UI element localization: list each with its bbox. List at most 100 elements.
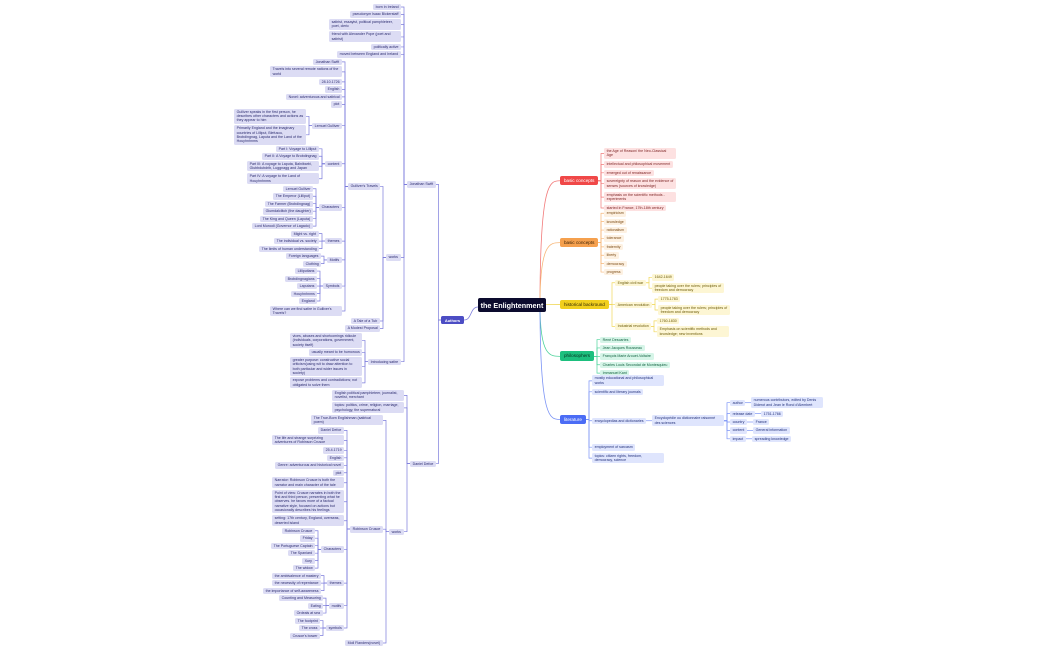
node-tolerance[interactable]: tolerance [604,235,624,242]
node-country[interactable]: country [730,419,747,426]
node-laputans[interactable]: Laputans [297,283,317,290]
node-gulliver-s-travels[interactable]: Gulliver's Travels [348,183,381,190]
node-topics-politics-crime-religion-marriage-psychology-the-supernatural[interactable]: topics: politics, crime, religion, marri… [332,402,404,413]
node-intellectual-and-philosophical-movement[interactable]: intellectual and philosophical movement [604,161,673,168]
node-1751-1766[interactable]: 1751-1766 [761,410,784,417]
node-ordeals-at-sea[interactable]: Ordeals at sea [294,610,323,617]
node-the-king-and-queen-laputa[interactable]: The King and Queen (Laputa) [260,215,313,222]
node-plot[interactable]: plot [331,101,342,108]
node-english[interactable]: English [325,86,342,93]
node-themes[interactable]: themes [327,580,344,587]
node-impact[interactable]: impact [730,435,746,443]
node-narrator-robinson-crusoe-is-both-the-narrator-and-main-character-of-the-tale[interactable]: Narrator: Robinson Crusoe is both the na… [272,477,344,488]
node-the-portuguese-captain[interactable]: The Portuguese Captain [271,542,316,549]
node-themes[interactable]: themes [325,238,342,245]
node-counting-and-measuring[interactable]: Counting and Measuring [279,595,324,602]
node-progress[interactable]: progress [604,269,624,276]
node-part-iv-a-voyage-to-the-land-of-houyhnhnms[interactable]: Part IV: A voyage to the Land of Houyhnh… [247,173,319,184]
node-english-civil-war[interactable]: English civil war [615,279,646,287]
node-spreading-knowledge[interactable]: spreading knowledge [752,435,792,443]
central-topic[interactable]: the Enlightenment [478,298,546,312]
node-the-necessity-of-repentance[interactable]: the necessity of repentance [272,580,322,587]
node-lemuel-gulliver[interactable]: Lemuel Gulliver [283,185,314,193]
node-ren-descartes[interactable]: René Descartes [600,336,631,343]
node-knowledge[interactable]: knowledge [604,218,627,225]
node-plot[interactable]: plot [333,469,344,477]
node-25-4-1719[interactable]: 25.4.1719 [323,447,345,454]
node-the-emperor-lilliput[interactable]: The Emperor (Lilliput) [273,193,313,200]
node-english[interactable]: English [327,454,344,462]
node-vices-abuses-and-shortcomings-ridicule-individuals-corporations-government-society-itself[interactable]: vices, abuses and shortcomings ridicule … [290,332,362,348]
node-jean-jacques-rousseau[interactable]: Jean Jacques Rousseau [600,344,645,352]
node-part-iii-a-voyage-to-laputa-balnibarbi-glubbdubdrib-luggnagg-and-japan[interactable]: Part III: A voyage to Laputa, Balnibarbi… [247,160,319,172]
node-emphasis-on-scientific-methods-and-knowledge-new-inventions[interactable]: Emphasis on scientific methods and knowl… [657,326,729,337]
node-expose-problems-and-contradictions-not-obligated-to-solve-them[interactable]: expose problems and contradictions; not … [290,377,362,389]
node-the-footprint[interactable]: The footprint [295,617,321,624]
node-crusoe-s-bower[interactable]: Crusoe's bower [290,632,321,639]
node-mostly-educational-and-philosophical-works[interactable]: mostly educational and philosophical wor… [592,375,664,387]
node-the-cross[interactable]: The cross [299,625,320,632]
node-people-taking-over-the-rulers-principles-of-freedom-and-democracy[interactable]: people taking over the rulers; principle… [652,282,724,294]
node-28-10-1726[interactable]: 28.10.1726 [319,78,343,86]
node-usually-meant-to-be-humorous[interactable]: usually meant to be humorous [309,349,363,356]
node-part-i-voyage-to-lilliput[interactable]: Part I: Voyage to Lilliput [276,145,319,153]
node-daniel-defoe[interactable]: Daniel Defoe [318,427,344,434]
node-moll-flanders-novel[interactable]: Moll Flanders(novel) [345,640,383,647]
node-jonathan-swift[interactable]: Jonathan Swift [313,58,342,66]
node-general-information[interactable]: General information [753,427,790,434]
node-point-of-view-crusoe-narrates-in-both-the-first-and-third-person-presenting-what-he-observes-he-favors-more-of-a-factual-narrative-style-focused-on-actions-but-occasionally-describes-his-feelings[interactable]: Point of view: Crusoe narrates in both t… [272,489,344,514]
node-brobdingnagians[interactable]: Brobdingnagians [285,275,318,282]
node-democracy[interactable]: democracy [604,260,627,267]
node-characters[interactable]: Characters [319,204,342,211]
branch-historical-backround[interactable]: historical backround [560,299,609,310]
node-the-individual-vs-society[interactable]: The individual vs. society [274,238,320,245]
node-france[interactable]: France [753,419,770,426]
node-emphasis-on-the-scientific-methods-experiments[interactable]: emphasis on the scientific methods - exp… [604,191,676,203]
node-moved-between-england-and-ireland[interactable]: moved between England and Ireland [337,51,401,58]
node-release-date[interactable]: release date [730,410,755,417]
node-works[interactable]: works [389,528,404,535]
node-encyclopedias-and-dictionaries[interactable]: encyclopedias and dictionaries [592,417,647,425]
node-the-farmer-brobdingnag[interactable]: The Farmer (Brobdingnag) [265,200,313,208]
node-primarily-england-and-the-imaginary-countries-of-lilliput-blefuscu-brobdingnag-laputa-and-the-land-of-the-houyhnhnms[interactable]: Primarily England and the imaginary coun… [234,125,306,145]
node-symbols[interactable]: symbols [326,625,345,632]
node-fran-ois-marie-arouet-voltaire[interactable]: François Marie Arouet-Voltaire [600,353,654,360]
node-american-revolution[interactable]: American revolution [615,301,652,308]
node-greater-purpose-constructive-social-criticism-using-wit-to-draw-attention-to-both-particular-and-wider-issues-in-society[interactable]: greater purpose: constructive social cri… [290,356,362,377]
node-emerged-out-of-renaissance[interactable]: emerged out of renaissance [604,169,654,177]
node-english-political-pamphleteer-journalist-novelist-merchant[interactable]: English political pamphleteer, journalis… [332,389,404,401]
node-robinson-crusoe[interactable]: Robinson Crusoe [350,526,383,533]
node-novel-adventurous-and-satirical[interactable]: Novel: adventurous and satirical [286,93,343,101]
node-travels-into-several-remote-nations-of-the-world[interactable]: Travels into several remote nations of t… [270,66,342,78]
node-the-ambivalence-of-mastery[interactable]: the ambivalence of mastery [272,572,322,579]
node-politically-active[interactable]: politically active [371,43,402,51]
node-eating[interactable]: Eating [308,602,324,609]
branch-philosophers[interactable]: philosophers [560,351,595,361]
node-daniel-defoe[interactable]: Daniel Defoe [410,460,436,467]
node-topics-citizen-rights-freedom-democracy-science[interactable]: topics: citizen rights, freedom, democra… [592,452,664,464]
branch-basic-concepts[interactable]: basic concepts [560,237,599,248]
node-immanuel-kant[interactable]: Immanuel Kant [600,370,630,377]
node-a-tale-of-a-tub[interactable]: A Tale of a Tub [351,317,380,325]
node-author[interactable]: author [730,399,746,406]
node-clothing[interactable]: Clothing [303,260,322,267]
node-might-vs-right[interactable]: Might vs. right [291,230,319,237]
node-sovereignty-of-reason-and-the-evidence-of-senses-sources-of-knowledge[interactable]: sovereignty of reason and the evidence o… [604,178,676,189]
node-content[interactable]: content [325,160,342,168]
node-born-in-ireland[interactable]: born in Ireland [373,4,402,11]
node-part-ii-a-voyage-to-brobdingnag[interactable]: Part II: A Voyage to Brobdingnag [262,153,320,160]
node-genre-adventurous-and-historical-novel[interactable]: Genre: adventurous and historical novel [275,462,344,469]
node-satirist-essayist-political-pamphleteer-poet-cleric[interactable]: satirist, essayist, political pamphletee… [329,18,401,30]
branch-basic-concepts[interactable]: basic concepts [560,175,599,186]
node-motifs[interactable]: motifs [329,602,344,609]
node-the-importance-of-self-awareness[interactable]: the importance of self-awareness [263,587,322,594]
node-symbols[interactable]: Symbols [323,283,342,290]
node-the-true-born-englishman-satirical-poem[interactable]: The True-Born Englishman (satirical poem… [311,414,383,426]
node-charles-louis-secondat-de-montesquieu[interactable]: Charles Louis Secondat de Montesquieu [600,361,670,369]
node-content[interactable]: content [730,427,747,434]
node-works[interactable]: works [386,254,401,261]
node-the-limits-of-human-understanding[interactable]: The limits of human understanding [259,245,320,252]
node-motifs[interactable]: Motifs [327,256,342,264]
node-the-age-of-reason-the-neo-classical-age[interactable]: the Age of Reason/ the Neo-Classical Age [604,148,676,159]
node-encyclop-die-ou-dictionnaire-raisonn-des-sciences[interactable]: Encyclopédie ou dictionnaire raisonné de… [652,415,724,426]
